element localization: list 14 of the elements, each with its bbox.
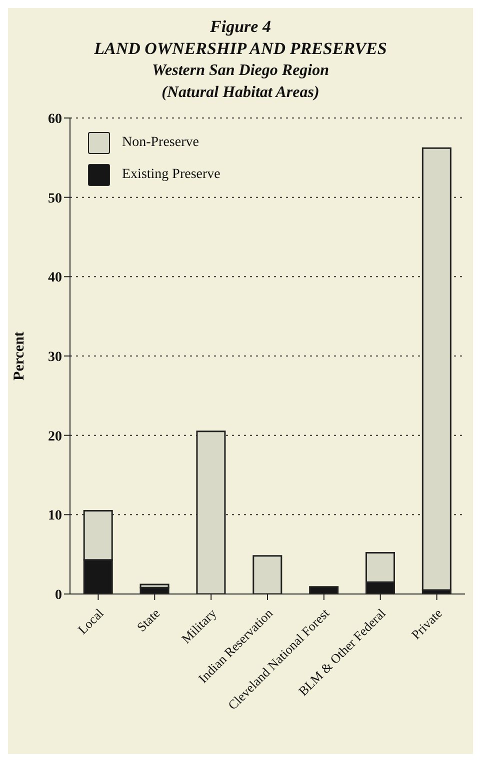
y-tick-label: 50 [48,191,62,206]
y-tick-label: 0 [55,588,62,603]
y-tick-label: 40 [48,270,62,286]
y-tick-label: 20 [48,429,62,444]
chart-title: Figure 4 [209,16,272,38]
legend-label: Existing Preserve [122,167,220,183]
legend-label: Non-Preserve [122,135,199,151]
x-tick-label: State [134,605,163,635]
y-tick-label: 60 [48,112,62,127]
chart-subtitle: LAND OWNERSHIP AND PRESERVES Western San Diego Region (Natural Habitat Areas) [93,38,388,103]
y-tick-label: 10 [48,508,62,524]
y-tick-label: 30 [48,350,62,365]
y-axis-title: Percent [11,332,28,380]
bar [422,147,452,591]
